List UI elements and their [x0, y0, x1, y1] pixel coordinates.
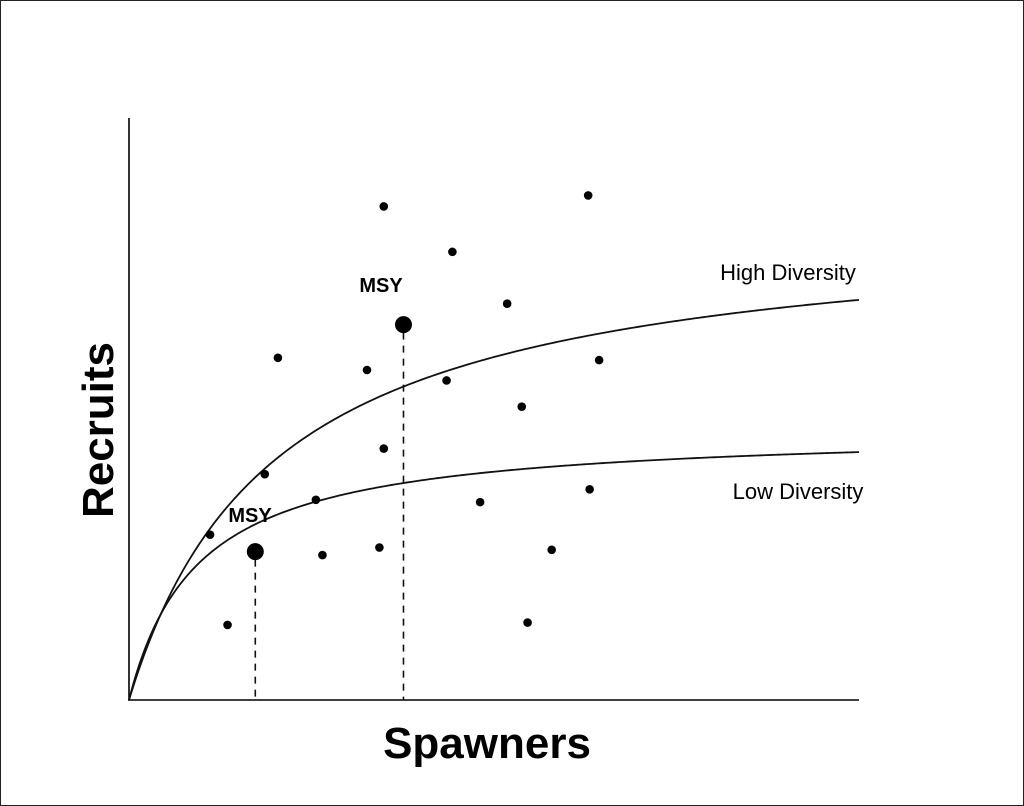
data-point-15 — [205, 530, 215, 540]
data-point-17 — [375, 543, 384, 552]
data-point-11 — [260, 469, 270, 479]
x-axis-title: Spawners — [383, 719, 591, 768]
msy-markers — [246, 316, 412, 561]
labels: Spawners Recruits High Diversity Low Div… — [74, 260, 863, 768]
data-point-1 — [379, 202, 389, 211]
data-point-9 — [517, 402, 527, 411]
msy-dashed-lines — [254, 332, 405, 700]
data-point-19 — [223, 620, 232, 630]
low-diversity-curve — [128, 451, 860, 701]
data-point-13 — [475, 497, 485, 507]
low-diversity-msy-point — [246, 543, 264, 561]
axes — [128, 118, 859, 701]
y-axis-title: Recruits — [74, 342, 123, 518]
data-point-7 — [442, 376, 451, 385]
msy-label-low: MSY — [228, 505, 272, 527]
low-diversity-label: Low Diversity — [733, 479, 864, 504]
data-point-5 — [273, 353, 283, 363]
data-point-18 — [547, 545, 556, 555]
high-diversity-msy-point — [394, 316, 412, 334]
msy-label-high: MSY — [359, 275, 403, 297]
high-diversity-label: High Diversity — [720, 260, 856, 285]
data-point-20 — [523, 618, 532, 627]
data-point-4 — [502, 299, 512, 308]
data-point-10 — [379, 444, 389, 453]
data-point-14 — [585, 485, 594, 494]
data-point-2 — [583, 191, 593, 200]
high-diversity-curve — [128, 298, 860, 701]
data-point-8 — [594, 355, 604, 365]
data-point-16 — [318, 550, 327, 560]
data-point-12 — [311, 495, 321, 505]
data-points — [205, 191, 604, 630]
data-point-6 — [362, 365, 372, 375]
data-point-3 — [448, 247, 457, 257]
curves — [128, 298, 860, 701]
